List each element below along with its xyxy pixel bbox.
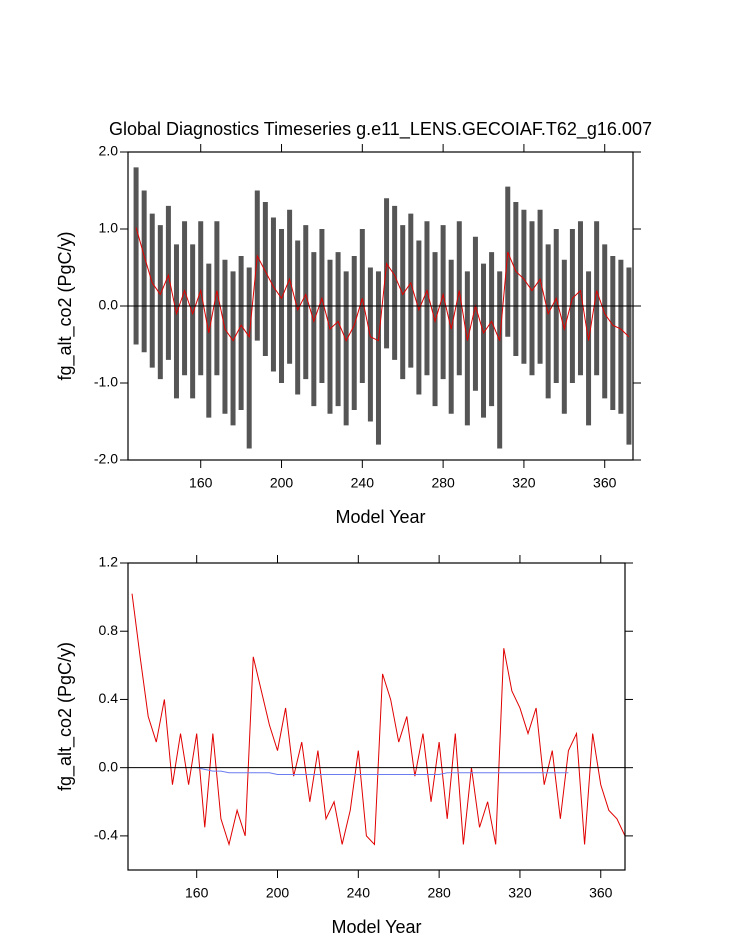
- plot-frame: [127, 151, 634, 461]
- x-tick-label: 320: [512, 475, 536, 491]
- x-tick-label: 320: [508, 885, 532, 901]
- x-tick-label: 240: [351, 475, 375, 491]
- y-tick-label: 1.2: [99, 554, 119, 570]
- y-tick-label: 1.0: [99, 220, 119, 236]
- y-tick-label: -1.0: [94, 374, 118, 390]
- x-tick-label: 360: [589, 885, 613, 901]
- x-tick-label: 160: [185, 885, 209, 901]
- plot-frame: [127, 562, 626, 871]
- x-tick-label: 240: [347, 885, 371, 901]
- y-tick-label: 0.8: [99, 622, 119, 638]
- chart-title: Global Diagnostics Timeseries g.e11_LENS…: [109, 119, 652, 140]
- y-axis-label: fg_alt_co2 (PgC/y): [55, 231, 76, 380]
- y-tick-label: 0.4: [99, 690, 119, 706]
- y-tick-label: -0.4: [94, 827, 118, 843]
- x-axis-label: Model Year: [335, 507, 425, 527]
- series-line: [135, 227, 630, 342]
- x-tick-label: 200: [266, 885, 290, 901]
- x-tick-label: 280: [427, 885, 451, 901]
- y-tick-label: 2.0: [99, 143, 119, 159]
- x-axis-label: Model Year: [331, 917, 421, 937]
- y-tick-label: -2.0: [94, 451, 118, 467]
- series-line: [131, 593, 626, 847]
- x-tick-label: 280: [431, 475, 455, 491]
- y-axis-label: fg_alt_co2 (PgC/y): [55, 642, 76, 791]
- y-tick-label: 0.0: [99, 297, 119, 313]
- y-tick-label: 0.0: [99, 758, 119, 774]
- x-tick-label: 200: [270, 475, 294, 491]
- x-tick-label: 360: [593, 475, 617, 491]
- x-tick-label: 160: [189, 475, 213, 491]
- series-line: [196, 767, 569, 775]
